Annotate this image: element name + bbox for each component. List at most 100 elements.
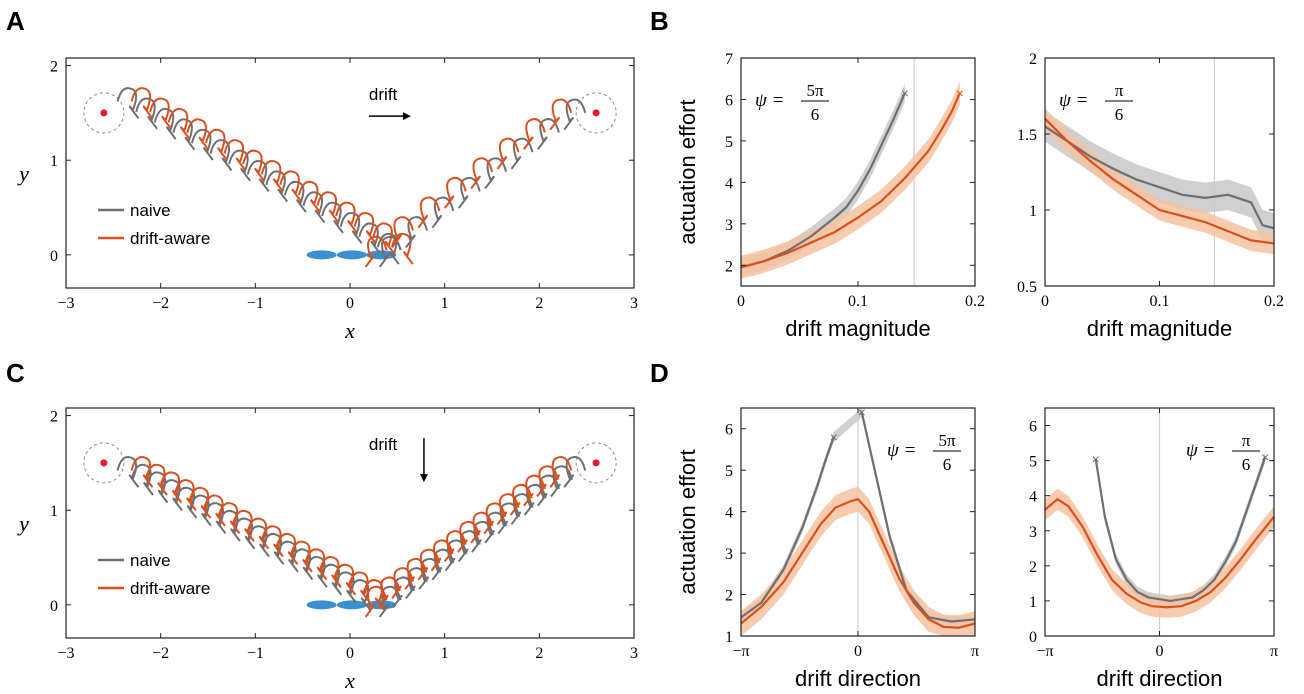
stroke-loop [302, 191, 326, 224]
x-tick-label: 3 [630, 645, 638, 662]
y-axis-label: y [17, 161, 29, 186]
x-axis-label: x [344, 318, 355, 343]
x-axis-label: x [344, 668, 355, 693]
y-tick-label: 2 [50, 409, 58, 426]
stroke-loop [246, 517, 270, 550]
stroke-loop [549, 456, 573, 488]
stroke-loop [204, 128, 228, 161]
target-point [100, 459, 108, 467]
target-point [100, 109, 108, 117]
y-tick-label: 1 [1029, 203, 1037, 220]
stroke-loop [153, 107, 177, 140]
legend-label-naive: naive [130, 201, 171, 220]
stroke-loop [135, 97, 158, 130]
y-axis-label: actuation effort [675, 449, 700, 594]
x-tick-label: 3 [630, 295, 638, 312]
stroke-loop [261, 525, 284, 558]
y-tick-label: 0 [1029, 629, 1037, 646]
effort-vs-magnitude-plot-2: 0 0.1 0.2 0.5 1 1.5 2 drift magnitude ψ = π 6 [1017, 51, 1284, 341]
series-line-drift-aware [1044, 118, 1275, 245]
stroke-loop [172, 118, 196, 151]
x-tick-label: π [971, 643, 979, 660]
stroke-loop [167, 107, 191, 140]
series-line-naive [740, 436, 835, 619]
stroke-loop [443, 176, 467, 209]
end-marker: × [858, 404, 866, 420]
stroke-loop [160, 479, 183, 511]
psi-denominator: 6 [1115, 105, 1124, 124]
y-tick-label: 1 [50, 503, 58, 520]
target-point [592, 109, 600, 117]
stroke-loop [563, 456, 587, 488]
psi-label: ψ = [887, 440, 916, 461]
stroke-loop [335, 201, 358, 234]
stroke-loop [334, 571, 357, 604]
y-tick-label: 6 [725, 92, 733, 109]
psi-numerator: π [1242, 431, 1251, 450]
x-tick-label: 0 [346, 645, 354, 662]
stroke-loop [358, 222, 382, 255]
stroke-loop [484, 157, 508, 190]
series-line-drift-aware [740, 92, 961, 269]
stroke-loop [223, 139, 247, 172]
confidence-band-drift-aware [741, 81, 960, 279]
stroke-loop [232, 517, 256, 550]
y-tick-label: 5 [725, 463, 733, 480]
psi-denominator: 6 [811, 105, 820, 124]
confidence-band-naive [1045, 111, 1274, 244]
stroke-loop [130, 456, 154, 488]
stroke-loop [364, 235, 388, 268]
stroke-loop [290, 540, 313, 573]
series-line-drift-aware [740, 497, 976, 629]
stroke-loop [417, 196, 441, 229]
x-tick-label: −1 [247, 645, 264, 662]
effort-vs-direction-plot-1: × × −π 0 π 1 2 3 4 5 6 drift direction actuation eff… [675, 404, 979, 691]
stroke-loop [510, 137, 534, 170]
stroke-loop [279, 170, 303, 203]
y-tick-label: 2 [1029, 559, 1037, 576]
stroke-loop [116, 456, 140, 488]
stroke-loop [203, 494, 226, 527]
stroke-loop [247, 525, 270, 558]
series-line-naive [1094, 456, 1267, 603]
stroke-loop [190, 128, 214, 161]
stroke-loop [372, 222, 396, 255]
swimmer-body [336, 250, 367, 260]
stroke-loop [297, 180, 321, 213]
x-tick-label: 2 [535, 295, 543, 312]
stroke-loop [203, 502, 227, 535]
x-axis-label: drift direction [795, 666, 921, 691]
stroke-loop [242, 149, 265, 182]
swimmer-body [306, 250, 337, 260]
stroke-loop [174, 479, 197, 511]
y-tick-label: 4 [725, 505, 733, 522]
stroke-loop [290, 548, 314, 581]
stroke-loop [391, 216, 414, 248]
stroke-loop [228, 149, 251, 182]
stroke-loop [276, 540, 299, 573]
target-zone [83, 92, 125, 134]
psi-numerator: 5π [938, 431, 956, 450]
y-tick-label: 2 [1029, 51, 1037, 68]
x-tick-label: 0.1 [848, 293, 868, 310]
stroke-loop [283, 180, 307, 213]
y-axis-label: y [17, 511, 29, 536]
stroke-loop [149, 97, 172, 130]
series-line-naive [860, 411, 976, 623]
y-tick-label: 3 [725, 217, 733, 234]
swimmer-body [306, 600, 337, 610]
stroke-loop [405, 216, 428, 248]
stroke-loop [186, 118, 210, 151]
y-tick-label: 4 [1029, 489, 1037, 506]
x-axis-label: drift direction [1097, 666, 1223, 691]
legend-label-aware: drift-aware [130, 579, 210, 598]
stroke-loop [319, 563, 343, 596]
y-tick-label: 0 [50, 598, 58, 615]
stroke-loop [116, 87, 140, 119]
trajectory-plot-c: −3 −2 −1 0 1 2 3 0 1 2 x y drift naive drift-aware [17, 407, 638, 693]
effort-vs-magnitude-plot-1: × × 0 0.1 0.2 2 3 4 5 6 7 drift magnitude actuation … [675, 51, 985, 341]
stroke-loop [232, 509, 255, 542]
end-marker: × [1261, 449, 1269, 465]
end-marker: × [830, 429, 838, 445]
